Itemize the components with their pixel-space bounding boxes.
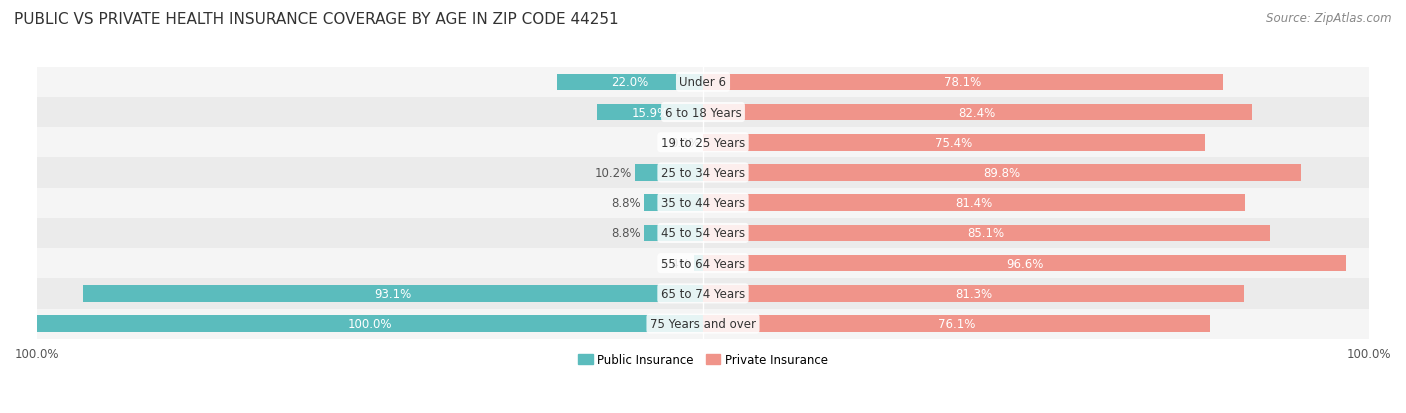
Text: 81.4%: 81.4% [955,197,993,210]
Bar [37,279,1369,309]
Bar [703,135,1205,151]
Text: 89.8%: 89.8% [983,166,1021,180]
Text: 45 to 54 Years: 45 to 54 Years [661,227,745,240]
Bar [37,98,1369,128]
Bar [37,128,1369,158]
Text: 96.6%: 96.6% [1005,257,1043,270]
Text: 82.4%: 82.4% [959,106,995,119]
Text: 19 to 25 Years: 19 to 25 Years [661,136,745,150]
Bar [37,316,703,332]
Bar [636,165,703,181]
Text: 76.1%: 76.1% [938,317,974,330]
Bar [644,195,703,211]
Bar [703,165,1301,181]
Bar [703,285,1244,302]
Text: 6 to 18 Years: 6 to 18 Years [665,106,741,119]
Bar [598,104,703,121]
Bar [703,74,1223,91]
Bar [83,285,703,302]
Text: 78.1%: 78.1% [945,76,981,89]
Text: 25 to 34 Years: 25 to 34 Years [661,166,745,180]
Text: 93.1%: 93.1% [374,287,412,300]
Text: 1.4%: 1.4% [661,257,690,270]
Bar [703,255,1346,272]
Text: 65 to 74 Years: 65 to 74 Years [661,287,745,300]
Bar [703,225,1270,242]
Text: 15.9%: 15.9% [631,106,669,119]
Text: 75.4%: 75.4% [935,136,973,150]
Bar [557,74,703,91]
Legend: Public Insurance, Private Insurance: Public Insurance, Private Insurance [572,347,834,372]
Bar [37,188,1369,218]
Text: 55 to 64 Years: 55 to 64 Years [661,257,745,270]
Bar [37,158,1369,188]
Text: 35 to 44 Years: 35 to 44 Years [661,197,745,210]
Text: 22.0%: 22.0% [612,76,648,89]
Bar [37,249,1369,279]
Text: 75 Years and over: 75 Years and over [650,317,756,330]
Text: PUBLIC VS PRIVATE HEALTH INSURANCE COVERAGE BY AGE IN ZIP CODE 44251: PUBLIC VS PRIVATE HEALTH INSURANCE COVER… [14,12,619,27]
Bar [703,316,1209,332]
Text: Under 6: Under 6 [679,76,727,89]
Text: 85.1%: 85.1% [967,227,1005,240]
Text: 10.2%: 10.2% [595,166,631,180]
Text: Source: ZipAtlas.com: Source: ZipAtlas.com [1267,12,1392,25]
Bar [703,195,1244,211]
Bar [703,104,1251,121]
Text: 8.8%: 8.8% [612,227,641,240]
Text: 0.0%: 0.0% [671,136,700,150]
Bar [693,255,703,272]
Bar [37,68,1369,98]
Bar [37,218,1369,249]
Text: 81.3%: 81.3% [955,287,993,300]
Text: 100.0%: 100.0% [347,317,392,330]
Bar [644,225,703,242]
Bar [37,309,1369,339]
Text: 8.8%: 8.8% [612,197,641,210]
